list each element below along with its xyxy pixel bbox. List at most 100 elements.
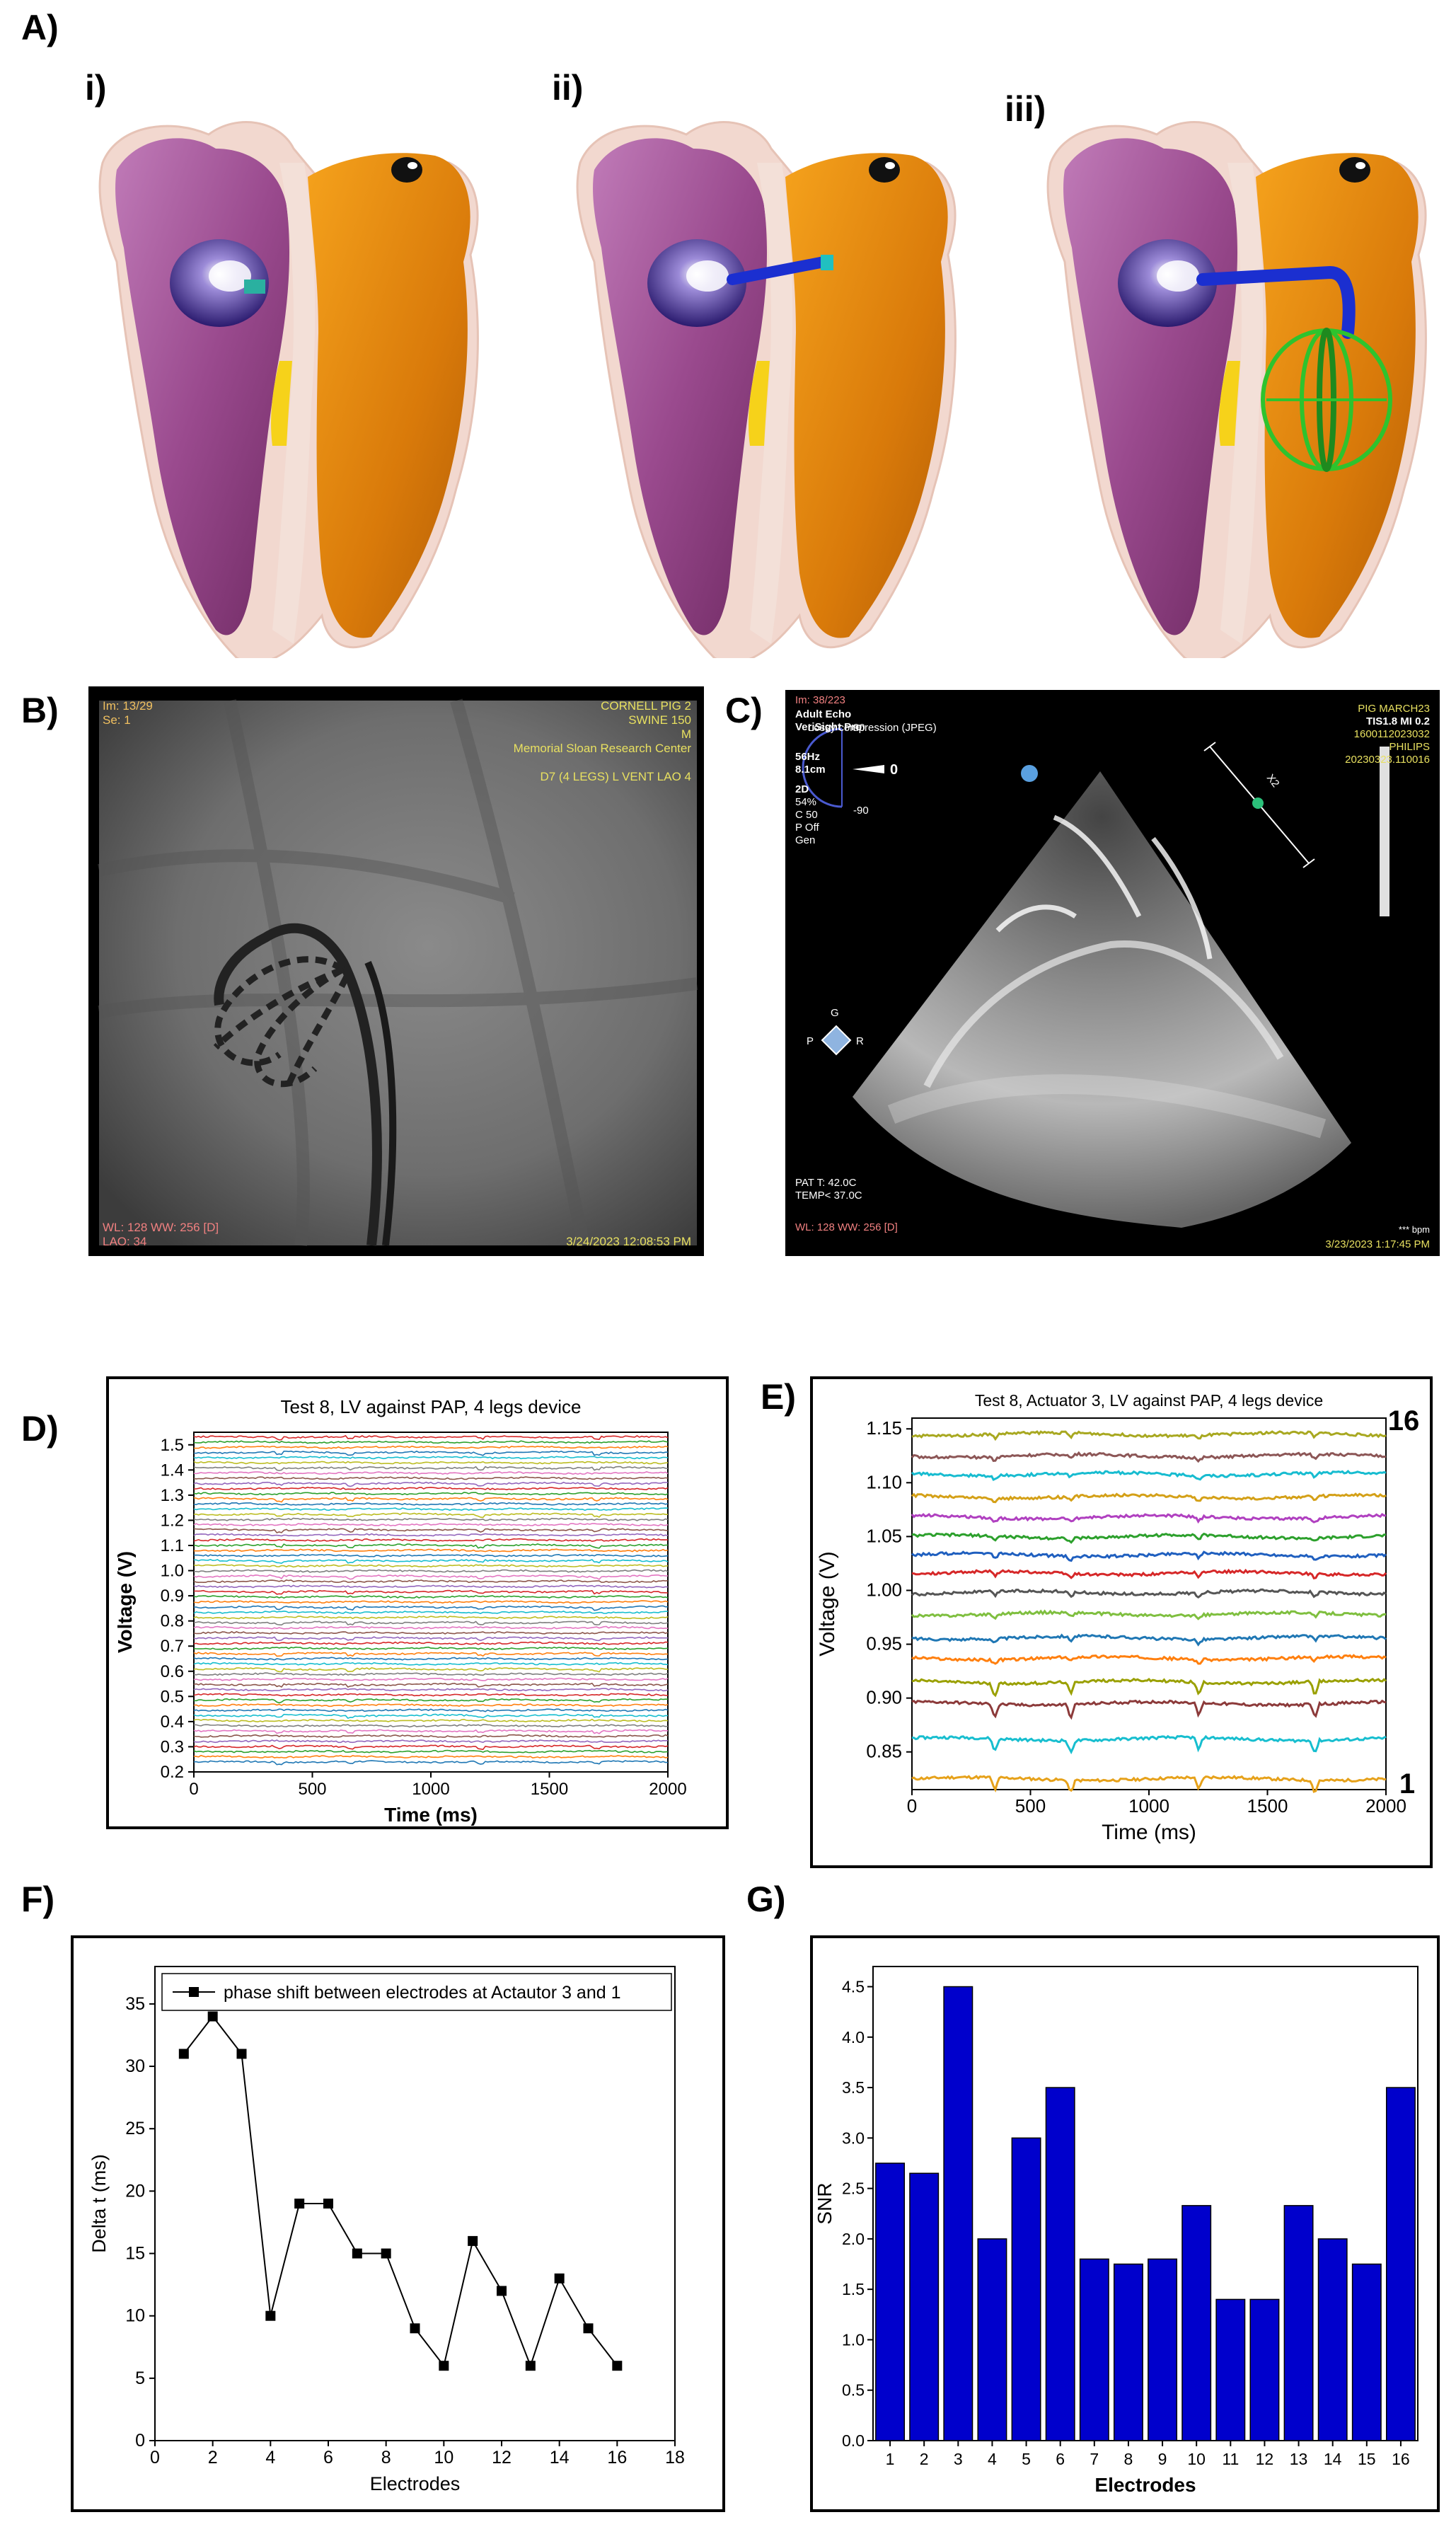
x-tick-label: 2000 (649, 1780, 686, 1799)
y-tick-label: 1.15 (866, 1417, 902, 1439)
data-point-13 (525, 2361, 536, 2371)
panel-g-frame: 0.0 0.5 1.0 1.5 2.0 2.5 3.0 3.5 4.0 4.5 1 2 3 4 5 6 7 8 9 1… (810, 1935, 1440, 2512)
data-point-6 (323, 2199, 333, 2209)
bar-electrode-8 (1113, 2263, 1143, 2441)
x-tick-label: 10 (1187, 2450, 1206, 2468)
echo-dial-mid: 0 (890, 762, 899, 778)
y-tick-label: 0.5 (842, 2381, 865, 2400)
series-annotation-top: 16 (1388, 1405, 1420, 1436)
echo-timestamp: 3/23/2023 1:17:45 PM (1325, 1238, 1430, 1250)
series-line-29 (193, 1616, 669, 1620)
y-tick-label: 10 (125, 2306, 145, 2326)
x-tick-label: 1 (886, 2450, 895, 2468)
chart-f: 0 2 4 6 8 10 12 14 16 18 0 5 10 15 20 25 30 35 Electrodes D… (88, 1966, 685, 2494)
x-tick-label: 14 (550, 2448, 570, 2468)
echo-study: 20230323.110016 (1345, 754, 1430, 766)
series-line-53 (193, 1492, 669, 1496)
series-line-39 (193, 1564, 669, 1568)
series-line-15 (911, 1451, 1387, 1463)
echo-window-level: WL: 128 WW: 256 [D] (795, 1221, 898, 1233)
panel-c-label: C) (725, 691, 763, 730)
y-tick-label: 0.7 (161, 1637, 184, 1656)
series-line-3 (193, 1749, 669, 1754)
x-axis-label: Electrodes (370, 2473, 461, 2494)
data-point-9 (410, 2323, 420, 2334)
series-line-1 (911, 1775, 1387, 1793)
xray-institution: Memorial Sloan Research Center (513, 742, 691, 755)
echo-mode: Adult Echo (795, 708, 852, 720)
xray-patient-id: SWINE 150 (628, 713, 691, 727)
series-line-57 (193, 1471, 669, 1475)
echo-image-number: Im: 38/223 (795, 694, 845, 706)
x-tick-label: 8 (381, 2448, 391, 2468)
x-tick-label: 500 (298, 1780, 326, 1799)
chart-d: 0 500 1000 1500 2000 0.2 0.3 0.4 0.5 0.6 0.7 0.8 0.9… (114, 1396, 687, 1826)
bar-electrode-13 (1283, 2205, 1314, 2441)
xray-lao: LAO: 34 (103, 1235, 147, 1248)
echo-vendor: PHILIPS (1389, 741, 1430, 753)
data-point-15 (583, 2323, 594, 2334)
y-tick-label: 5 (135, 2368, 145, 2388)
series-line-6 (911, 1633, 1387, 1647)
y-tick-label: 0.2 (161, 1763, 184, 1782)
catheter-tip-i (244, 280, 265, 294)
series-line-54 (193, 1486, 669, 1491)
series-line-51 (193, 1502, 669, 1506)
series-line-4 (911, 1677, 1387, 1698)
series-line-2 (193, 1754, 669, 1759)
series-line-22 (193, 1652, 669, 1657)
series-line-34 (193, 1589, 669, 1595)
y-tick-label: 4.0 (842, 2028, 865, 2046)
bar-electrode-10 (1181, 2205, 1212, 2441)
x-tick-label: 2000 (1365, 1795, 1406, 1816)
x-tick-label: 6 (323, 2448, 333, 2468)
xray-se-text: Se: 1 (103, 713, 131, 727)
x-tick-label: 16 (1392, 2450, 1410, 2468)
y-tick-label: 4.5 (842, 1978, 865, 1996)
y-tick-label: 30 (125, 2056, 145, 2076)
series-line-13 (193, 1698, 668, 1704)
series-line-37 (193, 1574, 668, 1580)
chart-g: 0.00.51.01.52.02.53.03.54.04.51 2 3 4 5 6 7 8 9 1… (814, 1966, 1419, 2496)
x-tick-label: 0 (189, 1780, 198, 1799)
series-line-16 (911, 1430, 1387, 1441)
series-line-48 (193, 1517, 669, 1521)
y-tick-label: 1.2 (161, 1511, 184, 1530)
series-line-59 (193, 1461, 669, 1465)
series-line-62 (193, 1445, 669, 1449)
x-tick-label: 10 (434, 2448, 453, 2468)
series-line-9 (911, 1568, 1387, 1579)
series-line-19 (193, 1667, 668, 1673)
x-tick-label: 1500 (1247, 1795, 1288, 1816)
echo-probe-temp: TEMP< 37.0C (795, 1190, 862, 1202)
series-line-3 (911, 1699, 1387, 1720)
panel-f-frame: 0 2 4 6 8 10 12 14 16 18 0 5 10 15 20 25 30 35 Electrodes D… (71, 1935, 725, 2512)
panel-e-label: E) (761, 1377, 796, 1417)
x-tick-label: 1000 (412, 1780, 449, 1799)
xray-spacer (514, 756, 691, 770)
series-line-46 (193, 1528, 669, 1533)
panel-a-ii-label: ii) (552, 68, 584, 108)
series-line-18 (193, 1672, 669, 1676)
plot-area-border (154, 1966, 676, 2441)
series-line-38 (193, 1569, 669, 1573)
legend-marker (189, 1987, 199, 1997)
y-tick-label: 1.5 (161, 1436, 184, 1455)
panel-g-label: G) (746, 1879, 786, 1919)
x-axis-label: Time (ms) (1102, 1821, 1196, 1844)
y-tick-label: 0.95 (866, 1633, 902, 1654)
x-axis-label: Electrodes (1094, 2474, 1196, 2496)
series-line-27 (193, 1625, 669, 1630)
data-point-11 (468, 2235, 478, 2246)
series-line-58 (193, 1466, 669, 1471)
bar-electrode-15 (1351, 2263, 1382, 2441)
x-tick-label: 11 (1222, 2450, 1239, 2468)
bar-electrode-6 (1045, 2087, 1075, 2441)
x-tick-label: 6 (1056, 2450, 1065, 2468)
y-tick-label: 2.5 (842, 2180, 865, 2198)
chart-title: Test 8, LV against PAP, 4 legs device (281, 1396, 582, 1417)
y-tick-label: 25 (125, 2119, 145, 2138)
y-tick-label: 0.5 (161, 1687, 184, 1706)
x-tick-label: 500 (1015, 1795, 1046, 1816)
data-point-5 (294, 2199, 305, 2209)
